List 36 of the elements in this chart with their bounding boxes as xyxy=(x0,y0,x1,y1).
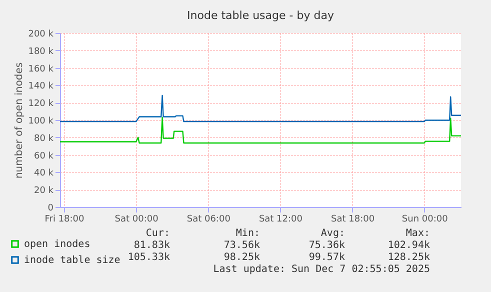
text: 73.56k xyxy=(224,240,260,251)
text: 102.94k xyxy=(388,240,430,251)
y-tick-label: 120 k xyxy=(28,99,54,110)
x-tick-label: Sat 12:00 xyxy=(258,214,303,224)
x-tick-label: Sat 06:00 xyxy=(186,214,231,224)
text: 75.36k xyxy=(308,240,345,251)
y-tick-label: 200 k xyxy=(28,30,54,40)
chart-title: Inode table usage - by day xyxy=(187,9,334,22)
line-series xyxy=(59,116,462,144)
text: Cur: xyxy=(146,228,170,239)
y-tick-label: 160 k xyxy=(28,64,54,74)
y-tick-label: 80 k xyxy=(34,134,54,144)
text: 105.33k xyxy=(128,252,170,263)
text: Min: xyxy=(236,228,260,239)
legend-label: inode table size xyxy=(24,255,120,266)
y-tick-label: 100 k xyxy=(28,116,54,126)
y-tick-label: 60 k xyxy=(34,151,54,162)
text: Max: xyxy=(406,228,430,239)
x-tick-label: Sun 00:00 xyxy=(402,214,448,224)
y-tick-label: 0 xyxy=(48,204,54,214)
legend-label: open inodes xyxy=(24,239,90,250)
text: 81.83k xyxy=(134,240,170,251)
y-tick-label: 20 k xyxy=(34,186,54,196)
line-series xyxy=(59,94,462,122)
x-tick-label: Sat 18:00 xyxy=(331,214,375,224)
x-tick-label: Sat 00:00 xyxy=(114,214,159,224)
y-tick-label: 40 k xyxy=(34,168,54,179)
x-tick-label: Fri 18:00 xyxy=(44,214,85,224)
y-tick-label: 140 k xyxy=(28,82,54,92)
text: 128.25k xyxy=(388,252,430,263)
text: Last update: Sun Dec 7 02:55:05 2025 xyxy=(213,264,430,275)
text: Avg: xyxy=(320,228,345,239)
text: 98.25k xyxy=(224,252,260,263)
text: 99.57k xyxy=(308,252,345,263)
y-axis-title: number of open inodes xyxy=(14,62,26,179)
y-tick-label: 180 k xyxy=(28,46,54,57)
